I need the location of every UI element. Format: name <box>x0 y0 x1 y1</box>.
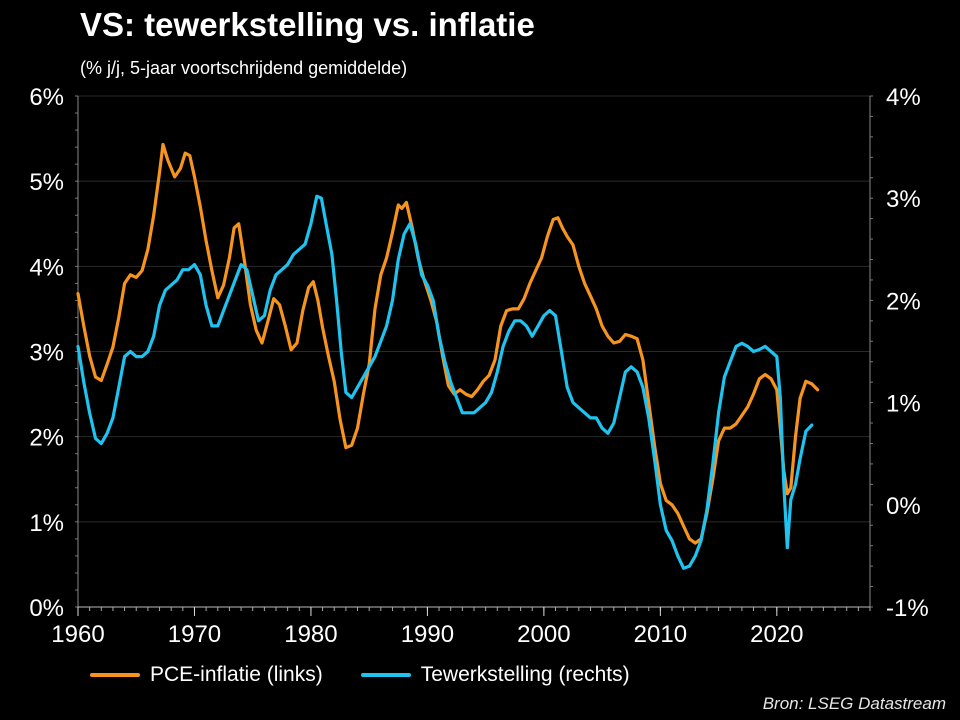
tick-labels: 0% 1% 2% 3% 4% 5% 6% -1% 0% 1% 2% 3% 4% 1960 1970 1980 1… <box>29 84 928 648</box>
legend-item-tewerkstelling: Tewerkstelling (rechts) <box>360 663 630 687</box>
y-right-tick-label: 3% <box>886 186 921 213</box>
x-tick-label: 1980 <box>284 621 337 648</box>
y-left-tick-label: 6% <box>29 84 64 111</box>
x-tick-label: 1970 <box>168 621 221 648</box>
y-left-tick-label: 2% <box>29 425 64 452</box>
legend-item-pce: PCE-inflatie (links) <box>90 663 323 687</box>
legend: PCE-inflatie (links) Tewerkstelling (rec… <box>90 662 668 688</box>
x-tick-label: 2000 <box>517 621 570 648</box>
legend-label-pce: PCE-inflatie (links) <box>150 663 323 686</box>
x-tick-label: 2010 <box>634 621 687 648</box>
axes <box>75 95 873 616</box>
x-tick-label: 1990 <box>401 621 454 648</box>
y-left-tick-label: 1% <box>29 510 64 537</box>
y-right-tick-label: -1% <box>886 595 929 622</box>
legend-label-tewerkstelling: Tewerkstelling (rechts) <box>420 663 630 686</box>
legend-swatch-tewerkstelling <box>360 673 411 677</box>
x-tick-label: 1960 <box>51 621 104 648</box>
x-tick-label: 2020 <box>750 621 803 648</box>
y-right-tick-label: 0% <box>886 493 921 520</box>
chart-subtitle: (% j/j, 5-jaar voortschrijdend gemiddeld… <box>80 58 408 78</box>
series-line-tewerkstelling <box>76 194 814 570</box>
y-right-tick-label: 1% <box>886 391 921 418</box>
series-line-pce <box>76 142 820 545</box>
y-right-tick-label: 2% <box>886 288 921 315</box>
chart-title: VS: tewerkstelling vs. inflatie <box>80 6 535 43</box>
y-left-tick-label: 3% <box>29 340 64 367</box>
y-right-tick-label: 4% <box>886 84 921 111</box>
y-left-tick-label: 5% <box>29 169 64 196</box>
y-left-tick-label: 4% <box>29 254 64 281</box>
series-lines <box>76 142 820 570</box>
legend-swatch-pce <box>90 673 140 677</box>
source-note: Bron: LSEG Datastream <box>762 694 946 713</box>
y-left-tick-label: 0% <box>29 595 64 622</box>
